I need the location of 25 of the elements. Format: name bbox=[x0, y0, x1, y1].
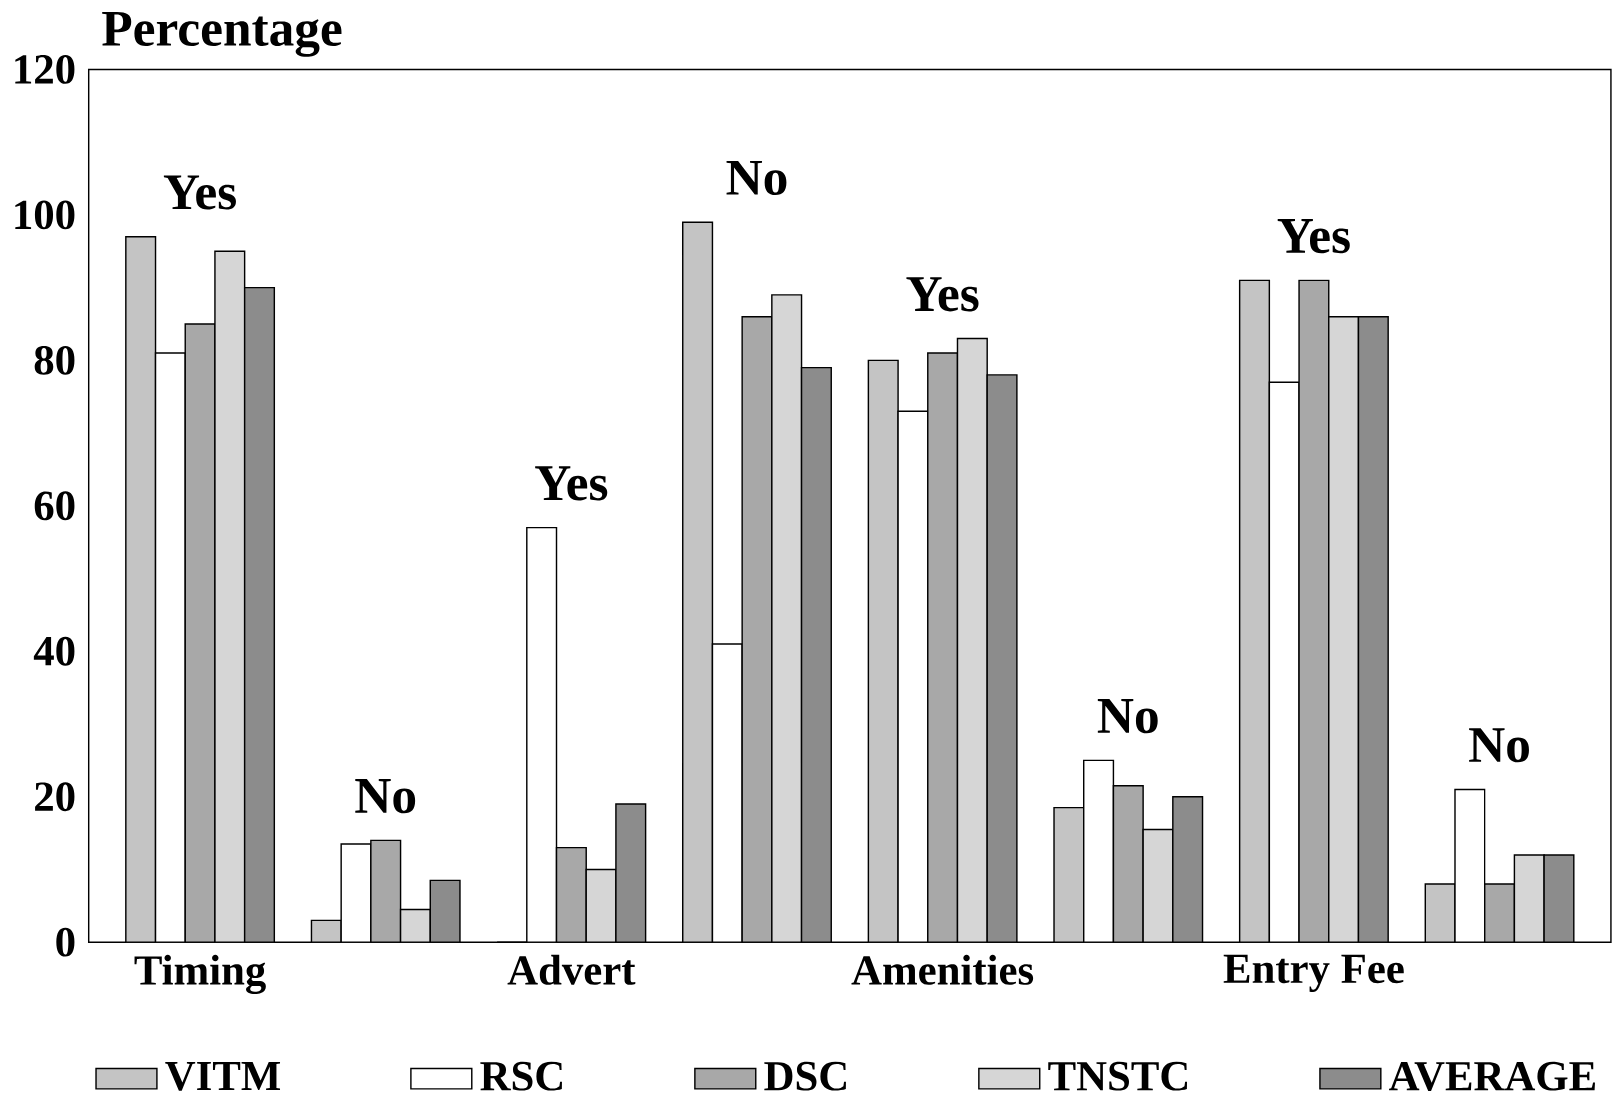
annotation: No bbox=[726, 160, 787, 196]
annotation: Yes bbox=[1277, 219, 1350, 254]
y-tick-label: 0 bbox=[56, 927, 75, 957]
x-tick-label: Advert bbox=[507, 954, 636, 985]
x-tick-label: Amenities bbox=[851, 954, 1034, 985]
annotation: No bbox=[1469, 728, 1529, 763]
y-tick-label: 40 bbox=[33, 636, 75, 666]
y-tick-label: 60 bbox=[34, 491, 75, 521]
legend-label: DSC bbox=[764, 1061, 846, 1091]
legend-label: AVERAGE bbox=[1389, 1061, 1595, 1091]
annotation: Yes bbox=[535, 466, 608, 501]
y-tick-label: 120 bbox=[15, 55, 75, 84]
y-tick-label: 100 bbox=[15, 200, 75, 230]
legend-label: VITM bbox=[165, 1062, 281, 1091]
annotation: Yes bbox=[163, 175, 236, 210]
annotation: No bbox=[1097, 699, 1158, 734]
legend-label: RSC bbox=[480, 1061, 562, 1091]
annotation: No bbox=[355, 779, 416, 814]
legend-label: TNSTC bbox=[1048, 1061, 1188, 1091]
y-tick-label: 80 bbox=[34, 345, 75, 375]
y-tick-label: 20 bbox=[35, 782, 75, 812]
x-tick-label: Entry Fee bbox=[1223, 954, 1404, 993]
x-tick-label: Timing bbox=[134, 954, 266, 995]
annotation: Yes bbox=[906, 277, 979, 312]
y-axis-title: Percentage bbox=[102, 11, 342, 57]
